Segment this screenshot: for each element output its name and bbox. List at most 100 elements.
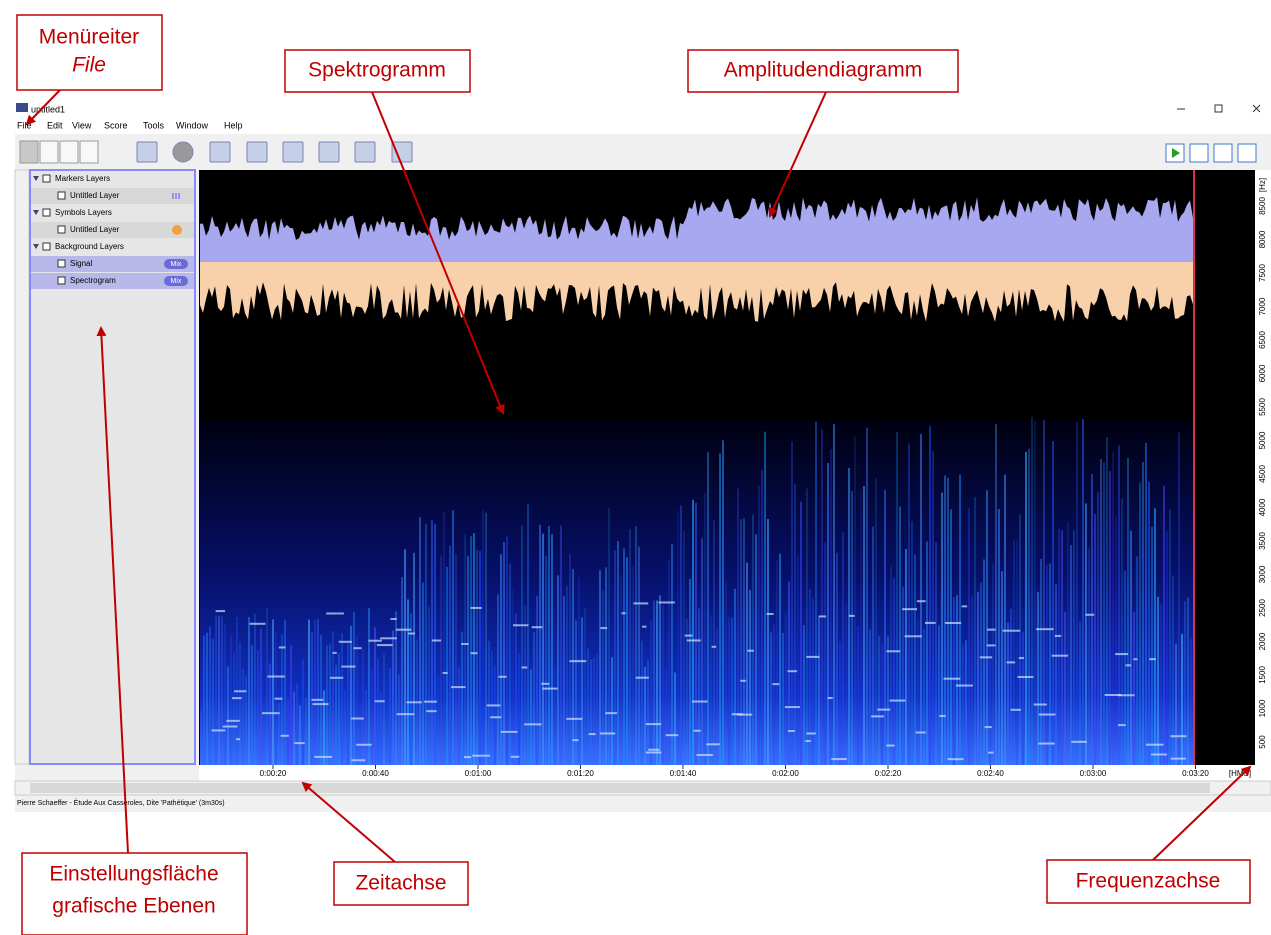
tool-button[interactable] bbox=[40, 141, 58, 163]
layer-checkbox[interactable] bbox=[43, 243, 50, 250]
spectral-streak bbox=[566, 586, 568, 765]
spectral-streak bbox=[1010, 609, 1012, 765]
spectral-partial bbox=[819, 615, 826, 617]
spectral-partial bbox=[658, 601, 674, 603]
spectral-partial bbox=[605, 712, 617, 714]
spectral-partial bbox=[767, 613, 774, 615]
spectral-partial bbox=[566, 718, 582, 720]
spectral-partial bbox=[573, 739, 579, 741]
spectral-streak bbox=[683, 531, 685, 765]
play-button[interactable] bbox=[1214, 144, 1232, 162]
spectral-streak bbox=[359, 703, 361, 765]
spectral-streak bbox=[1133, 612, 1135, 765]
spectral-streak bbox=[1184, 601, 1186, 765]
spectral-streak bbox=[698, 608, 700, 765]
spectral-streak bbox=[1109, 471, 1111, 765]
spectral-streak bbox=[989, 645, 991, 765]
spectral-streak bbox=[1106, 437, 1108, 765]
tool-button[interactable] bbox=[20, 141, 38, 163]
spectral-streak bbox=[1136, 556, 1138, 765]
title-bar bbox=[15, 100, 1271, 118]
frequency-tick-label: 6500 bbox=[1258, 331, 1267, 349]
spectral-streak bbox=[1124, 571, 1126, 765]
spectral-streak bbox=[641, 641, 643, 765]
spectral-streak bbox=[395, 611, 397, 765]
layer-checkbox[interactable] bbox=[43, 209, 50, 216]
spectral-partial bbox=[490, 716, 501, 718]
spectral-partial bbox=[1052, 655, 1069, 657]
menu-item[interactable]: Help bbox=[224, 120, 243, 130]
spectral-streak bbox=[929, 426, 931, 765]
tool-button[interactable] bbox=[137, 142, 157, 162]
spectral-partial bbox=[939, 715, 945, 717]
spectral-partial bbox=[472, 755, 490, 757]
tool-button[interactable] bbox=[80, 141, 98, 163]
panel-scrollbar[interactable] bbox=[15, 170, 29, 764]
tool-button[interactable] bbox=[355, 142, 375, 162]
menu-item[interactable]: View bbox=[72, 120, 92, 130]
spectral-streak bbox=[401, 577, 403, 765]
tool-button[interactable] bbox=[392, 142, 412, 162]
tool-button[interactable] bbox=[173, 142, 193, 162]
menu-item[interactable]: Window bbox=[176, 120, 209, 130]
tool-button[interactable] bbox=[60, 141, 78, 163]
spectral-streak bbox=[1190, 638, 1192, 765]
spectral-streak bbox=[689, 579, 691, 765]
spectral-streak bbox=[1094, 514, 1096, 765]
annotation-label: Menüreiter bbox=[39, 26, 139, 49]
spectral-streak bbox=[908, 443, 910, 765]
tool-button[interactable] bbox=[283, 142, 303, 162]
spectral-partial bbox=[886, 650, 900, 652]
spectral-streak bbox=[1034, 421, 1036, 765]
play-button[interactable] bbox=[1190, 144, 1208, 162]
spectral-streak bbox=[767, 519, 769, 765]
layer-checkbox[interactable] bbox=[58, 192, 65, 199]
spectral-streak bbox=[323, 690, 325, 765]
spectral-partial bbox=[569, 660, 586, 662]
spectral-streak bbox=[233, 653, 235, 765]
spectral-streak bbox=[836, 553, 838, 765]
layer-checkbox[interactable] bbox=[58, 226, 65, 233]
spectral-streak bbox=[1100, 459, 1102, 765]
layers-tree: Markers LayersUntitled LayerSymbols Laye… bbox=[31, 174, 194, 289]
spectral-streak bbox=[314, 620, 316, 765]
frequency-tick-label: 8500 bbox=[1258, 197, 1267, 215]
spectral-streak bbox=[1166, 531, 1168, 765]
spectral-streak bbox=[671, 544, 673, 765]
spectral-streak bbox=[1103, 462, 1105, 765]
spectral-streak bbox=[500, 554, 502, 765]
menu-item[interactable]: File bbox=[17, 120, 32, 130]
spectral-partial bbox=[948, 758, 964, 760]
tool-button[interactable] bbox=[319, 142, 339, 162]
layer-checkbox[interactable] bbox=[43, 175, 50, 182]
spectral-streak bbox=[734, 589, 736, 765]
spectral-partial bbox=[1034, 704, 1047, 706]
symbol-icon bbox=[172, 225, 182, 235]
spectral-streak bbox=[524, 606, 526, 765]
frequency-tick-label: 3500 bbox=[1258, 532, 1267, 550]
layer-checkbox[interactable] bbox=[58, 260, 65, 267]
layer-checkbox[interactable] bbox=[58, 277, 65, 284]
annotation-label: grafische Ebenen bbox=[52, 895, 215, 918]
menu-item[interactable]: Tools bbox=[143, 120, 165, 130]
spectral-streak bbox=[494, 666, 496, 765]
spectral-streak bbox=[287, 699, 289, 765]
spectral-partial bbox=[646, 723, 661, 725]
scroll-thumb[interactable] bbox=[30, 783, 1210, 793]
spectral-partial bbox=[633, 602, 648, 604]
tool-button[interactable] bbox=[210, 142, 230, 162]
spectral-streak bbox=[632, 566, 634, 765]
spectral-partial bbox=[274, 698, 282, 700]
spectral-streak bbox=[1067, 522, 1069, 765]
spectral-partial bbox=[330, 677, 343, 679]
spectral-streak bbox=[785, 614, 787, 765]
spectral-partial bbox=[1038, 743, 1054, 745]
tool-button[interactable] bbox=[247, 142, 267, 162]
spectral-partial bbox=[1071, 741, 1086, 743]
spectral-streak bbox=[1088, 548, 1090, 765]
menu-item[interactable]: Edit bbox=[47, 120, 63, 130]
time-tick-label: 0:03:20 bbox=[1182, 769, 1209, 778]
play-button[interactable] bbox=[1238, 144, 1256, 162]
menu-item[interactable]: Score bbox=[104, 120, 128, 130]
spectral-streak bbox=[941, 493, 943, 765]
